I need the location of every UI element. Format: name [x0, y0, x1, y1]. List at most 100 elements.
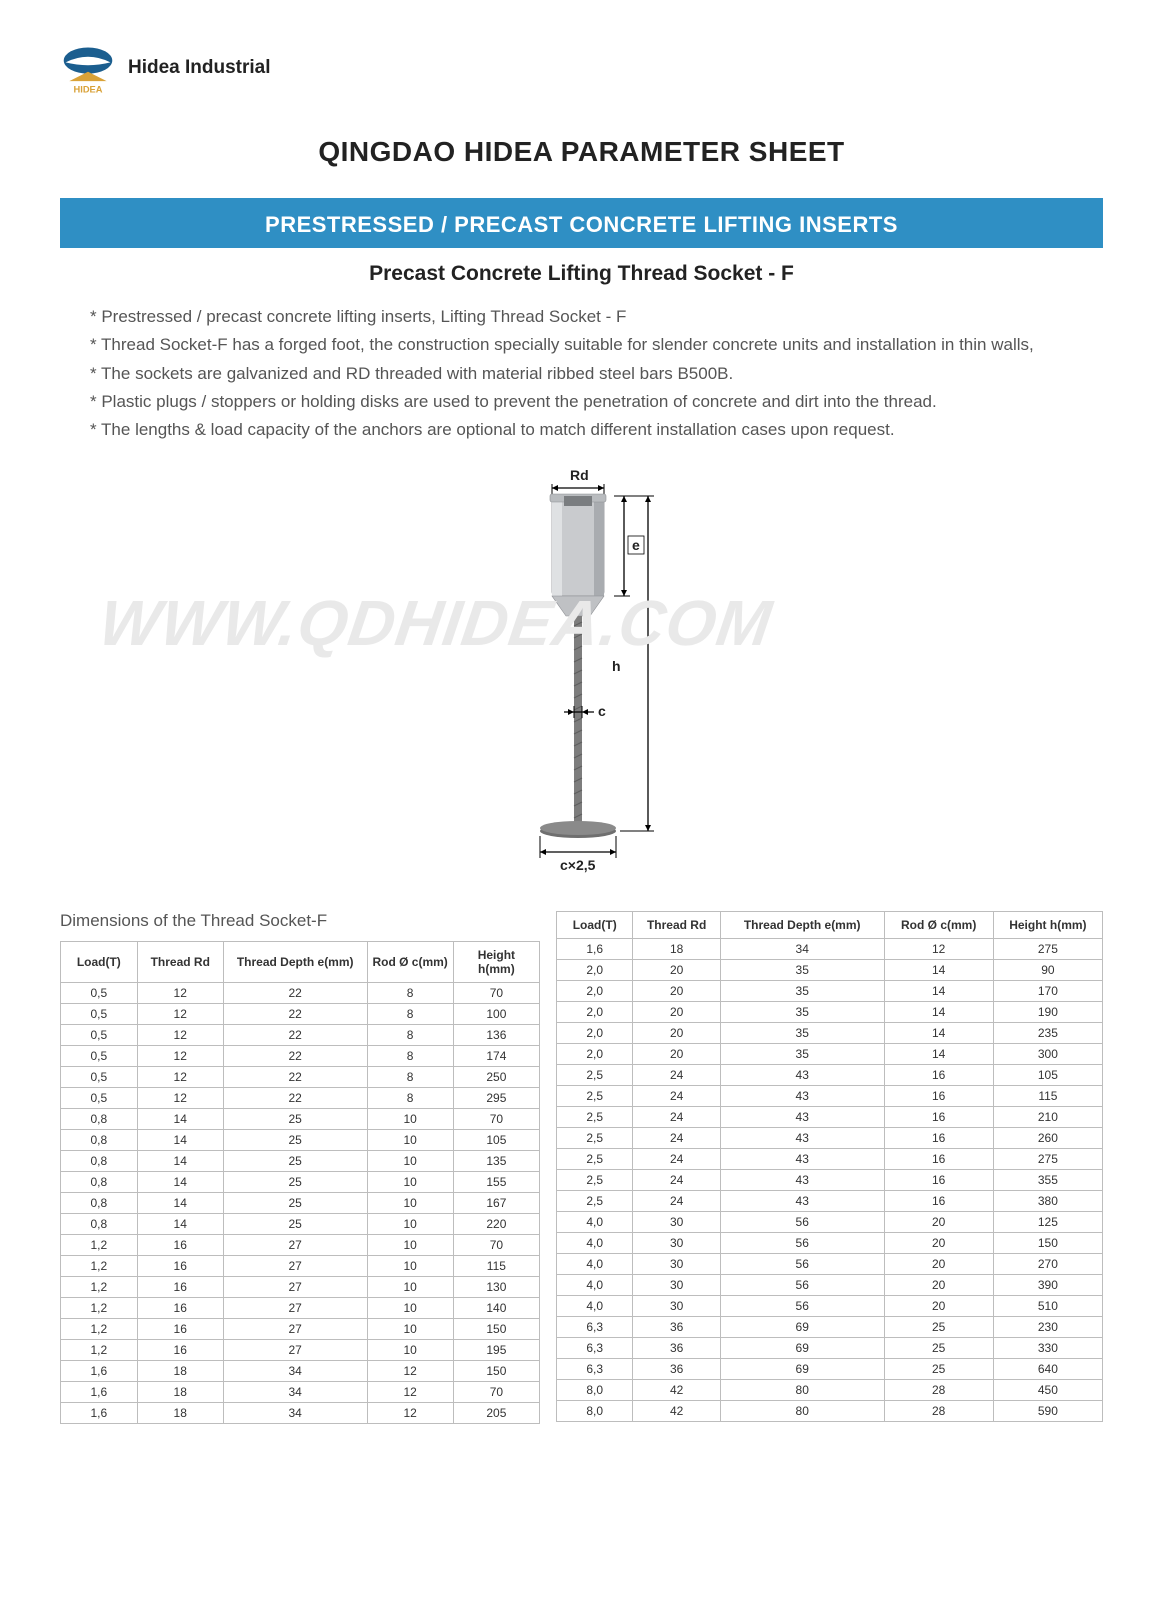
table-cell: 1,6	[61, 1402, 138, 1423]
table-row: 6,3366925330	[557, 1337, 1103, 1358]
table-cell: 0,8	[61, 1129, 138, 1150]
table-cell: 34	[223, 1360, 367, 1381]
bullet-item: Plastic plugs / stoppers or holding disk…	[90, 389, 1073, 415]
table-cell: 10	[367, 1108, 453, 1129]
table-cell: 56	[720, 1295, 884, 1316]
company-name: Hidea Industrial	[128, 57, 271, 79]
table-cell: 56	[720, 1253, 884, 1274]
table-row: 1,2162710195	[61, 1339, 540, 1360]
table-cell: 10	[367, 1297, 453, 1318]
table-cell: 16	[137, 1234, 223, 1255]
table-cell: 24	[633, 1106, 720, 1127]
table-cell: 25	[884, 1358, 993, 1379]
table-cell: 56	[720, 1232, 884, 1253]
table-cell: 35	[720, 959, 884, 980]
table-cell: 35	[720, 980, 884, 1001]
table-cell: 6,3	[557, 1358, 633, 1379]
table-cell: 28	[884, 1400, 993, 1421]
table-cell: 275	[993, 1148, 1102, 1169]
diagram-label-h: h	[612, 658, 621, 674]
table-cell: 12	[367, 1360, 453, 1381]
table-cell: 14	[137, 1150, 223, 1171]
table-cell: 56	[720, 1211, 884, 1232]
table-cell: 24	[633, 1148, 720, 1169]
table-cell: 16	[884, 1169, 993, 1190]
table-cell: 27	[223, 1255, 367, 1276]
table-cell: 8,0	[557, 1400, 633, 1421]
table-cell: 2,0	[557, 1001, 633, 1022]
table-cell: 12	[137, 1045, 223, 1066]
table-header: Height h(mm)	[453, 941, 539, 982]
bullet-item: Thread Socket-F has a forged foot, the c…	[90, 332, 1073, 358]
table-cell: 0,5	[61, 1003, 138, 1024]
table-row: 2,0203514170	[557, 980, 1103, 1001]
table-cell: 16	[137, 1339, 223, 1360]
table-row: 0,51222870	[61, 982, 540, 1003]
table-cell: 2,0	[557, 1022, 633, 1043]
table-row: 0,814251070	[61, 1108, 540, 1129]
table-cell: 25	[223, 1213, 367, 1234]
table-cell: 205	[453, 1402, 539, 1423]
dimensions-table-left: Load(T)Thread RdThread Depth e(mm)Rod Ø …	[60, 941, 540, 1424]
table-cell: 70	[453, 1381, 539, 1402]
table-cell: 25	[223, 1192, 367, 1213]
table-cell: 130	[453, 1276, 539, 1297]
table-cell: 27	[223, 1234, 367, 1255]
table-cell: 43	[720, 1085, 884, 1106]
table-cell: 1,6	[557, 938, 633, 959]
table-cell: 56	[720, 1274, 884, 1295]
table-cell: 105	[453, 1129, 539, 1150]
table-cell: 24	[633, 1169, 720, 1190]
table-cell: 16	[884, 1106, 993, 1127]
table-row: 1,6183412205	[61, 1402, 540, 1423]
table-cell: 12	[137, 1087, 223, 1108]
table-cell: 42	[633, 1400, 720, 1421]
table-cell: 22	[223, 1045, 367, 1066]
table-header: Rod Ø c(mm)	[367, 941, 453, 982]
table-header: Load(T)	[61, 941, 138, 982]
table-cell: 16	[884, 1127, 993, 1148]
table-cell: 4,0	[557, 1295, 633, 1316]
table-cell: 10	[367, 1318, 453, 1339]
table-cell: 10	[367, 1234, 453, 1255]
table-cell: 12	[367, 1381, 453, 1402]
table-cell: 27	[223, 1339, 367, 1360]
table-cell: 12	[884, 938, 993, 959]
table-cell: 2,0	[557, 980, 633, 1001]
table-cell: 70	[453, 1108, 539, 1129]
table-header: Load(T)	[557, 911, 633, 938]
table-row: 0,8142510155	[61, 1171, 540, 1192]
table-cell: 590	[993, 1400, 1102, 1421]
table-cell: 250	[453, 1066, 539, 1087]
table-cell: 2,5	[557, 1085, 633, 1106]
table-cell: 355	[993, 1169, 1102, 1190]
table-row: 1,2162710140	[61, 1297, 540, 1318]
table-cell: 275	[993, 938, 1102, 959]
table-cell: 16	[884, 1085, 993, 1106]
table-cell: 43	[720, 1148, 884, 1169]
diagram-label-c: c	[598, 703, 606, 719]
table-cell: 4,0	[557, 1274, 633, 1295]
table-cell: 2,5	[557, 1169, 633, 1190]
table-cell: 16	[137, 1318, 223, 1339]
table-cell: 450	[993, 1379, 1102, 1400]
banner: PRESTRESSED / PRECAST CONCRETE LIFTING I…	[60, 198, 1103, 248]
table-caption: Dimensions of the Thread Socket-F	[60, 911, 540, 931]
table-cell: 14	[884, 1001, 993, 1022]
table-row: 4,0305620390	[557, 1274, 1103, 1295]
table-row: 4,0305620125	[557, 1211, 1103, 1232]
table-cell: 2,5	[557, 1190, 633, 1211]
table-row: 2,0203514190	[557, 1001, 1103, 1022]
table-cell: 27	[223, 1276, 367, 1297]
table-cell: 1,2	[61, 1234, 138, 1255]
table-cell: 22	[223, 1087, 367, 1108]
bullet-item: Prestressed / precast concrete lifting i…	[90, 304, 1073, 330]
bullet-list: Prestressed / precast concrete lifting i…	[60, 304, 1103, 456]
table-row: 1,6183412150	[61, 1360, 540, 1381]
table-cell: 20	[884, 1295, 993, 1316]
table-cell: 14	[137, 1192, 223, 1213]
table-cell: 14	[137, 1129, 223, 1150]
table-cell: 12	[137, 1024, 223, 1045]
table-cell: 20	[884, 1211, 993, 1232]
table-row: 8,0428028590	[557, 1400, 1103, 1421]
